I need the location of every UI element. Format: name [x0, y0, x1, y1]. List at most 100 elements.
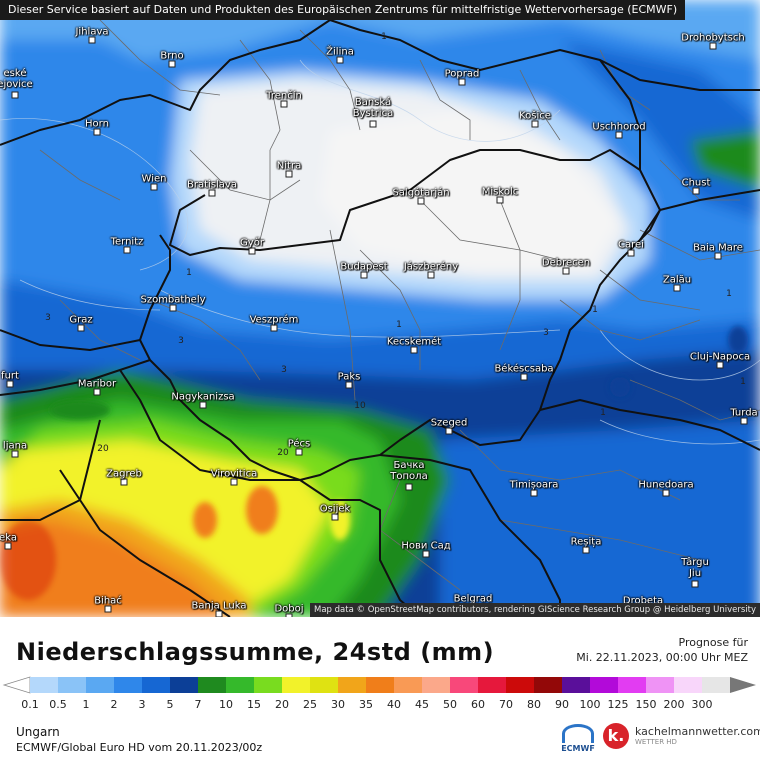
scale-tick-label: 30 [331, 698, 345, 711]
scale-tick-label: 80 [527, 698, 541, 711]
contour-value-label: 3 [543, 328, 549, 338]
city-label: Osijek [319, 503, 351, 515]
contour-value-label: 10 [354, 401, 366, 411]
city-marker [93, 388, 101, 396]
city-label: Békéscsaba [494, 363, 554, 375]
city-label: Budapest [340, 261, 388, 273]
scale-swatch [282, 677, 311, 693]
scale-tick-label: 5 [166, 698, 174, 711]
scale-swatch [310, 677, 339, 693]
city-label: Banja Luka [191, 600, 247, 612]
city-marker [93, 128, 101, 136]
city-marker [215, 610, 223, 617]
city-label: Timișoara [509, 479, 559, 491]
contour-value-label: 1 [600, 408, 606, 418]
scale-tick-label: 50 [443, 698, 457, 711]
city-label: Szeged [430, 417, 468, 429]
city-label: Miskolc [481, 186, 519, 198]
city-label: Baia Mare [693, 242, 743, 254]
scale-tick-label: 20 [275, 698, 289, 711]
scale-swatch [226, 677, 255, 693]
city-label: Hunedoara [638, 479, 694, 491]
contour-value-label: 1 [186, 268, 192, 278]
scale-swatch [170, 677, 199, 693]
scale-swatch [674, 677, 703, 693]
city-marker [11, 91, 19, 99]
city-label: furt [1, 370, 19, 382]
precipitation-map[interactable]: Dieser Service basiert auf Daten und Pro… [0, 0, 760, 617]
city-marker [531, 120, 539, 128]
scale-swatch [366, 677, 395, 693]
forecast-time: Mi. 22.11.2023, 00:00 Uhr MEZ [576, 651, 748, 664]
city-label: Salgótarján [392, 187, 450, 199]
city-marker [150, 183, 158, 191]
city-marker [230, 478, 238, 486]
scale-swatch [422, 677, 451, 693]
contour-value-label: 1 [592, 305, 598, 315]
scale-tick-label: 40 [387, 698, 401, 711]
city-label: Poprad [444, 68, 480, 80]
scale-tick-label: 125 [607, 698, 629, 711]
contour-value-label: 20 [277, 448, 289, 458]
scale-swatch [114, 677, 143, 693]
scale-tick-label: 100 [579, 698, 601, 711]
city-marker [716, 361, 724, 369]
city-marker [562, 267, 570, 275]
city-label: Nitra [276, 160, 302, 172]
scale-tick-label: 200 [663, 698, 685, 711]
city-label: Košice [519, 110, 551, 122]
color-scale-ticks: 0.1 0.5 1 2 3 5 7 10 15 20 25 30 35 40 45 50 60 70 80 90 100… [0, 698, 760, 714]
city-marker [582, 546, 590, 554]
city-marker [673, 284, 681, 292]
city-marker [336, 56, 344, 64]
city-label: Zagreb [106, 468, 142, 480]
scale-tick-label: 15 [247, 698, 261, 711]
city-label: Drobeta [622, 595, 664, 607]
city-marker [104, 605, 112, 613]
city-label: Бачка Топола [390, 460, 428, 482]
kachelmann-k-icon: k. [603, 723, 629, 749]
city-marker [740, 417, 748, 425]
contour-value-label: 1 [396, 320, 402, 330]
scale-tick-label: 25 [303, 698, 317, 711]
contour-value-label: 1 [381, 32, 387, 42]
map-credit: Map data © OpenStreetMap contributors, r… [310, 603, 760, 617]
city-label: Paks [337, 371, 361, 383]
city-marker [4, 542, 12, 550]
city-label: Chust [681, 177, 711, 189]
city-label: Uschhorod [592, 121, 646, 133]
city-label: Zalău [662, 274, 692, 286]
city-marker [248, 247, 256, 255]
scale-swatch [562, 677, 591, 693]
region-label: Ungarn [16, 725, 60, 739]
city-marker [530, 489, 538, 497]
scale-tick-label: 10 [219, 698, 233, 711]
scale-swatch [618, 677, 647, 693]
brand-name: kachelmannwetter.com [635, 725, 760, 738]
city-marker [208, 189, 216, 197]
city-marker [662, 489, 670, 497]
city-marker [369, 120, 377, 128]
city-marker [11, 450, 19, 458]
scale-swatch [506, 677, 535, 693]
scale-swatch [338, 677, 367, 693]
ecmwf-logo[interactable]: ECMWF [560, 724, 596, 753]
city-label: Banská Bystrica [352, 97, 394, 119]
city-label: Jihlava [75, 26, 109, 38]
scale-swatch [198, 677, 227, 693]
contour-value-label: 3 [281, 365, 287, 375]
city-label: Brno [160, 50, 184, 62]
ecmwf-arc-icon [562, 724, 594, 743]
city-label: Bihać [94, 595, 122, 607]
city-label: Reșița [570, 536, 602, 548]
city-label: Kecskemét [386, 336, 442, 348]
city-marker [445, 427, 453, 435]
city-label: Târgu Jiu [681, 557, 709, 579]
city-label: ljana [2, 440, 28, 452]
city-marker [691, 580, 699, 588]
city-label: Horn [85, 118, 109, 130]
city-marker [169, 304, 177, 312]
scale-tick-label: 60 [471, 698, 485, 711]
city-label: Carei [618, 239, 644, 251]
city-label: Jászberény [403, 261, 459, 273]
